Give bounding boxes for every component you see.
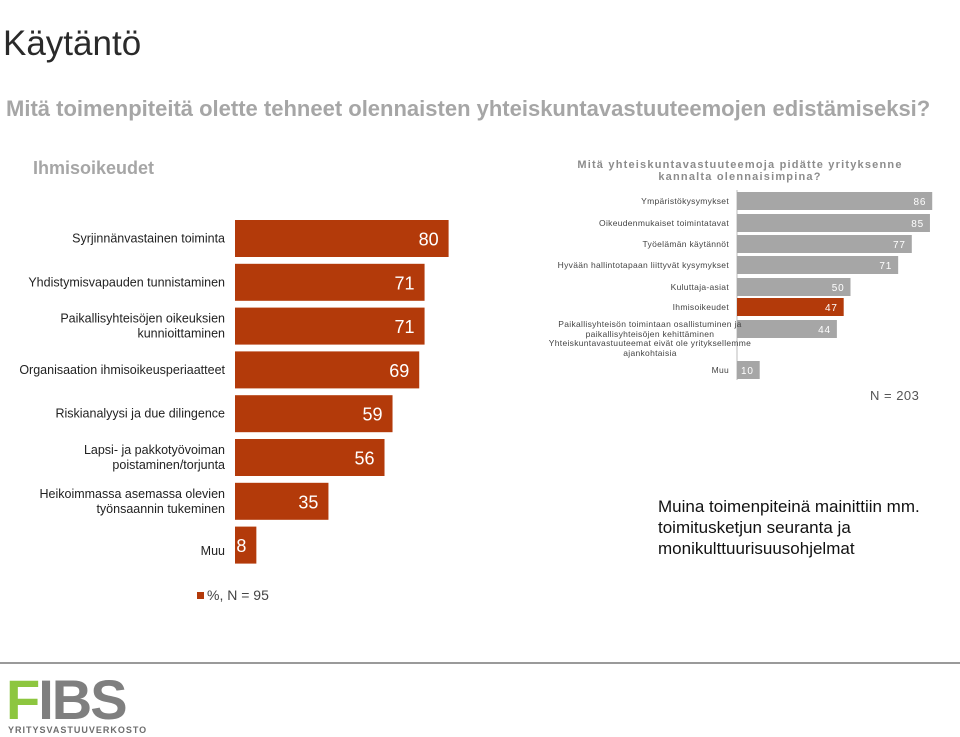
- right-bar: [737, 256, 899, 274]
- left-bar-value: 80: [419, 230, 439, 250]
- logo-letter-f: F: [6, 668, 40, 731]
- left-bar: [235, 263, 425, 301]
- left-category-label: Riskianalyysi ja due dilingence: [55, 407, 225, 421]
- footer-divider: [0, 662, 960, 664]
- right-bar: [737, 361, 760, 379]
- right-bar: [737, 192, 933, 210]
- right-category-label: Oikeudenmukaiset toimintatavat: [599, 218, 729, 228]
- logo-letters-ibs: IBS: [38, 668, 127, 731]
- right-category-label: Muu: [712, 365, 729, 375]
- left-bar: [235, 220, 449, 257]
- left-category-label: Organisaation ihmisoikeusperiaatteet: [19, 363, 225, 377]
- right-category-label: Paikallisyhteisön toimintaan osallistumi…: [558, 319, 741, 339]
- right-bar-value: 77: [893, 240, 906, 251]
- right-bar-value: 71: [879, 261, 892, 272]
- right-bar-value: 86: [913, 197, 926, 208]
- logo-subtitle: YRITYSVASTUUVERKOSTO: [8, 725, 148, 735]
- fibs-logo: FIBS: [6, 672, 128, 728]
- left-category-label: Lapsi- ja pakkotyövoiman poistaminen/torj…: [84, 443, 225, 472]
- left-bar: [235, 439, 385, 476]
- right-bar-value: 50: [832, 283, 845, 294]
- right-category-label: Ympäristökysymykset: [641, 196, 729, 206]
- left-bar: [235, 526, 257, 564]
- page-title: Käytäntö: [3, 24, 142, 63]
- section-heading: Ihmisoikeudet: [33, 158, 155, 178]
- right-chart-n: N = 203: [870, 388, 920, 403]
- right-bar-value: 85: [911, 219, 924, 230]
- right-category-label: Hyvään hallintotapaan liittyvät kysymyks…: [558, 260, 730, 270]
- chart-legend: %, N = 95: [197, 587, 269, 603]
- left-bar: [235, 307, 425, 345]
- right-bar-value: 44: [818, 325, 831, 336]
- left-category-label: Muu: [201, 544, 225, 558]
- legend-swatch: [197, 591, 204, 599]
- page-subtitle: Mitä toimenpiteitä olette tehneet olenna…: [6, 96, 931, 121]
- left-bar-value: 59: [362, 405, 382, 425]
- right-bar: [737, 320, 837, 338]
- legend-label: %, N = 95: [207, 587, 269, 603]
- note-text: Muina toimenpiteinä mainittiin mm. toimi…: [658, 497, 920, 558]
- right-bar: [737, 214, 930, 232]
- right-category-label: Ihmisoikeudet: [673, 302, 730, 312]
- left-category-label: Syrjinnänvastainen toiminta: [72, 232, 225, 246]
- right-bar: [737, 298, 844, 316]
- left-bar-value: 69: [389, 361, 409, 381]
- left-category-label: Yhdistymisvapauden tunnistaminen: [28, 275, 225, 289]
- right-category-label: Kuluttaja-asiat: [671, 282, 730, 292]
- right-chart-title: Mitä yhteiskuntavastuuteemoja pidätte yr…: [577, 159, 903, 183]
- right-bar: [737, 278, 851, 296]
- right-bar-value: 10: [741, 366, 754, 377]
- left-category-label: Heikoimmassa asemassa olevien työnsaannin…: [40, 487, 226, 516]
- left-bar-value: 71: [395, 273, 415, 293]
- left-bar-value: 35: [298, 492, 318, 512]
- right-bar-value: 47: [825, 303, 838, 314]
- left-bar-value: 8: [236, 536, 246, 556]
- right-bar: [737, 235, 912, 253]
- left-bar-value: 71: [395, 317, 415, 337]
- left-category-label: Paikallisyhteisöjen oikeuksien kunnioitta…: [60, 312, 225, 341]
- right-category-label: Työelämän käytännöt: [643, 239, 730, 249]
- left-bar: [235, 482, 329, 520]
- left-bar: [235, 351, 420, 389]
- right-category-label: Yhteiskuntavastuuteemat eivät ole yrityk…: [549, 338, 751, 358]
- left-bar: [235, 395, 393, 433]
- left-bar-value: 56: [354, 449, 374, 469]
